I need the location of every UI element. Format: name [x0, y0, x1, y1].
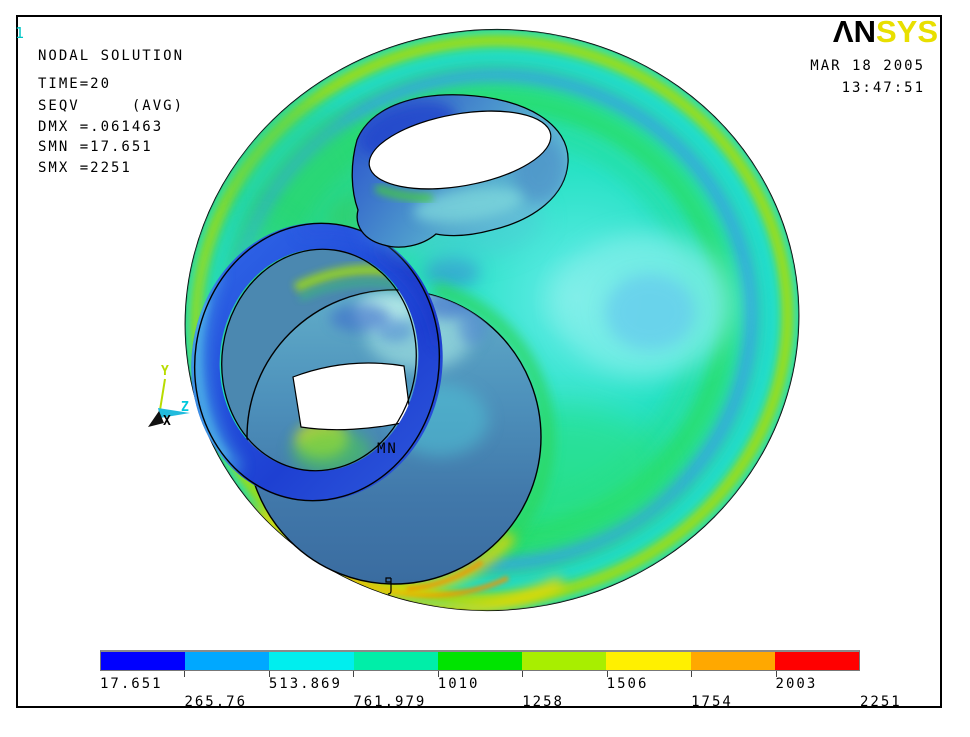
item-label: SEQV (AVG) — [38, 98, 185, 114]
legend-tick — [268, 671, 270, 677]
legend-tick — [522, 671, 524, 677]
y-axis-arrow — [159, 378, 166, 411]
min-marker-label: MN — [377, 441, 398, 457]
legend-tick — [691, 671, 693, 677]
time-stamp: 13:47:51 — [841, 80, 925, 96]
legend-color-segment — [269, 652, 354, 670]
legend-tick — [606, 671, 608, 677]
legend-color-segment — [690, 652, 775, 670]
legend-tick — [775, 671, 777, 677]
upper-nozzle-collar — [351, 94, 569, 260]
legend-value: 2251 — [860, 694, 902, 710]
legend-tick — [353, 671, 355, 677]
legend-value: 1258 — [522, 694, 564, 710]
legend-color-segment — [522, 652, 607, 670]
legend-value: 265.76 — [184, 694, 248, 710]
legend-color-segment — [185, 652, 270, 670]
legend-value: 513.869 — [268, 676, 342, 692]
smx-label: SMX =2251 — [38, 160, 132, 176]
legend-value: 1506 — [606, 676, 649, 692]
max-marker — [385, 577, 392, 595]
legend-value: 2003 — [775, 676, 818, 692]
dmx-label: DMX =.061463 — [38, 119, 164, 135]
legend-color-segment — [353, 652, 438, 670]
coordinate-triad — [148, 378, 190, 427]
legend-tick — [437, 671, 439, 677]
plot-frame — [16, 15, 942, 708]
time-label: TIME=20 — [38, 76, 112, 92]
legend-value: 17.651 — [100, 676, 163, 692]
x-axis-arrow — [148, 411, 164, 427]
ansys-logo-yellow: SYS — [875, 14, 938, 49]
legend-color-segment — [437, 652, 523, 670]
ansys-logo: ΛNSYS — [832, 14, 938, 49]
legend-tick — [184, 671, 186, 677]
nozzle-collar-ring — [191, 222, 443, 502]
model-cutout — [292, 362, 412, 431]
legend-color-segment — [101, 652, 186, 670]
legend-value: 1754 — [691, 694, 733, 710]
legend-value: 1010 — [437, 676, 480, 692]
z-axis-arrow — [158, 408, 190, 418]
legend-colorbar — [100, 650, 860, 671]
legend-color-segment — [606, 652, 691, 670]
legend-value: 761.979 — [353, 694, 427, 710]
plot-number: 1 — [15, 24, 27, 42]
ansys-logo-black: ΛN — [832, 14, 876, 49]
smn-label: SMN =17.651 — [38, 139, 153, 155]
upper-nozzle-bore-hole — [368, 110, 552, 190]
z-axis-label: Z — [181, 400, 189, 415]
legend-color-segment — [774, 652, 859, 670]
y-axis-label: Y — [161, 364, 169, 379]
date-stamp: MAR 18 2005 — [810, 58, 925, 74]
x-axis-label: X — [163, 414, 171, 429]
result-type-label: NODAL SOLUTION — [38, 48, 185, 64]
